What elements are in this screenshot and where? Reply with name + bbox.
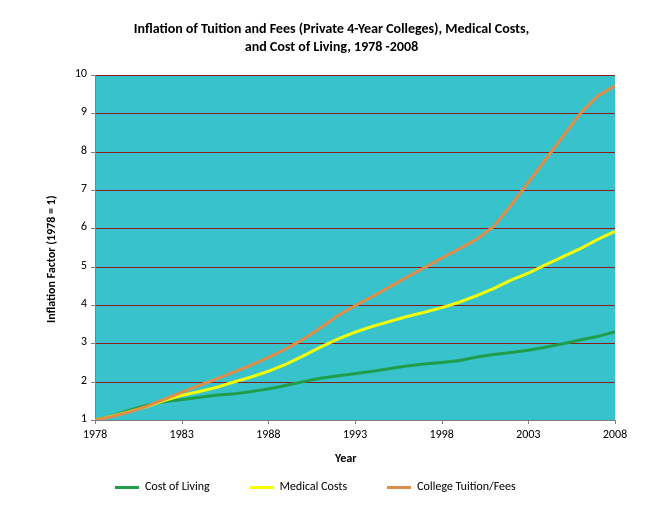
legend-swatch xyxy=(115,486,139,489)
legend-item: College Tuition/Fees xyxy=(387,480,516,494)
series-line xyxy=(95,332,615,420)
legend-label: Cost of Living xyxy=(145,480,210,494)
legend: Cost of Living Medical Costs College Tuiti… xyxy=(115,480,516,494)
legend-swatch xyxy=(250,486,274,489)
legend-item: Medical Costs xyxy=(250,480,347,494)
legend-item: Cost of Living xyxy=(115,480,210,494)
series-line xyxy=(95,86,615,420)
chart-lines xyxy=(0,0,663,531)
series-line xyxy=(95,231,615,420)
legend-label: College Tuition/Fees xyxy=(417,480,516,494)
legend-swatch xyxy=(387,486,411,489)
legend-label: Medical Costs xyxy=(280,480,347,494)
